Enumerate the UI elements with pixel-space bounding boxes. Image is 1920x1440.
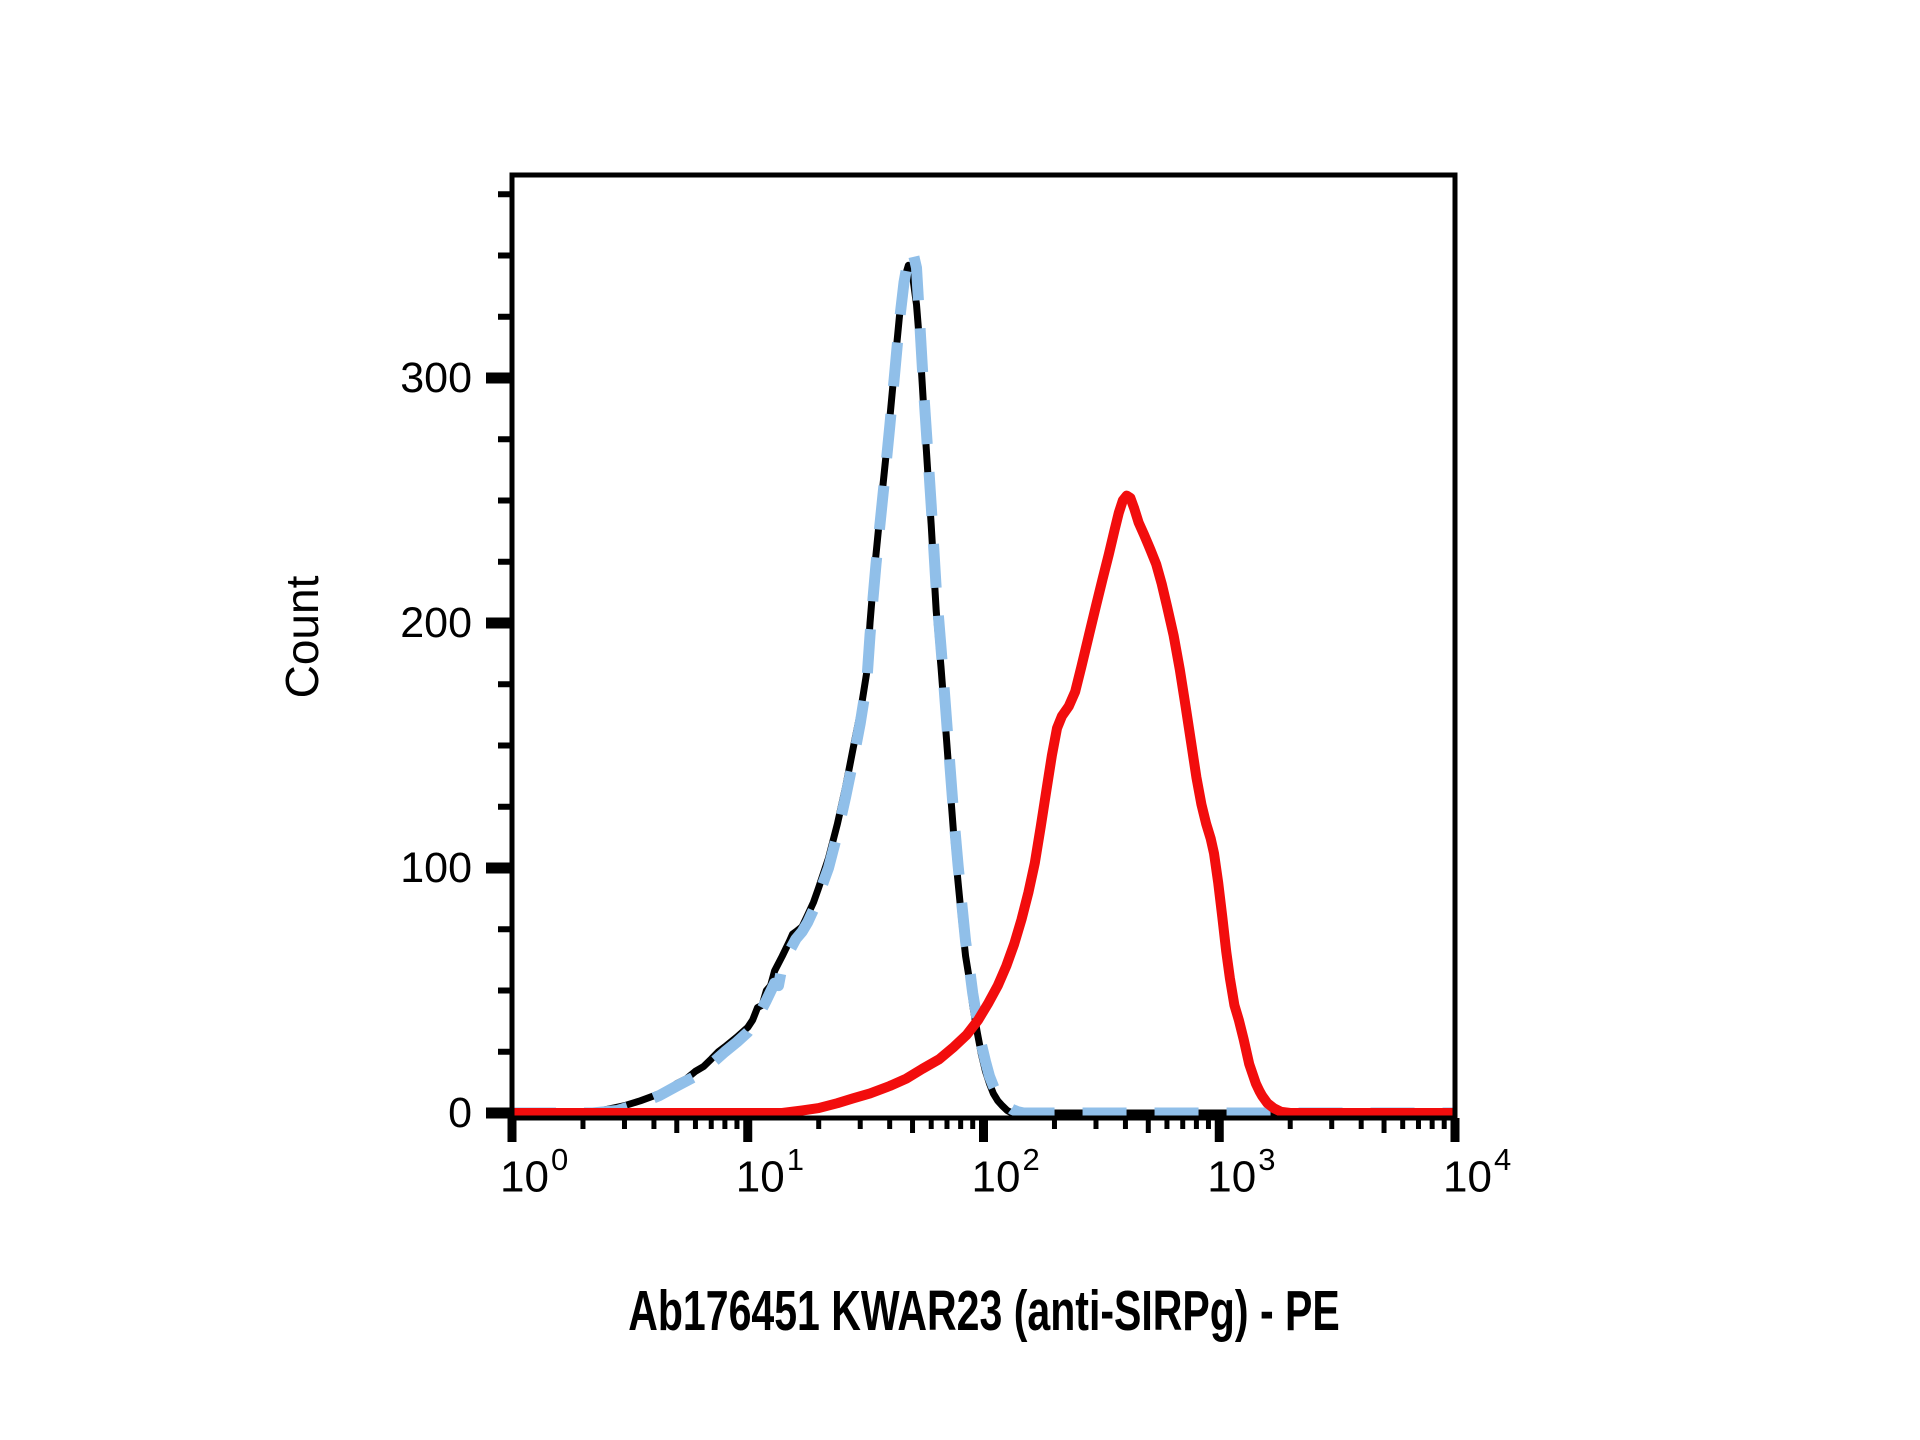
x-tick-label: 100	[500, 1142, 569, 1202]
black-solid-curve	[512, 261, 1455, 1117]
x-tick-label: 101	[735, 1142, 804, 1202]
x-axis-title: Ab176451 KWAR23 (anti-SIRPg) - PE	[628, 1279, 1340, 1343]
x-tick-label: 102	[971, 1142, 1040, 1202]
histogram-curves	[512, 245, 1455, 1119]
y-tick-label: 100	[400, 844, 472, 892]
y-axis-title: Count	[276, 575, 328, 699]
x-tick-label: 103	[1207, 1142, 1276, 1202]
red-solid-curve	[512, 490, 1455, 1118]
y-tick-label: 200	[400, 599, 472, 647]
x-tick-label: 104	[1443, 1142, 1512, 1202]
plot-box	[509, 172, 1458, 1121]
y-tick-label: 0	[448, 1089, 472, 1137]
y-tick-label: 300	[400, 354, 472, 402]
blue-dashed-curve	[512, 245, 1455, 1119]
